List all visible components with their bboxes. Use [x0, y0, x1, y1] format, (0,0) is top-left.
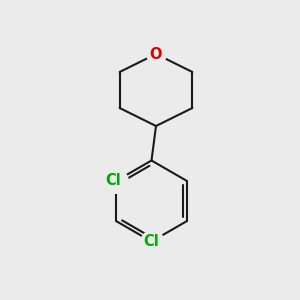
Text: Cl: Cl — [106, 173, 121, 188]
Text: O: O — [150, 46, 162, 62]
Text: Cl: Cl — [144, 234, 159, 249]
